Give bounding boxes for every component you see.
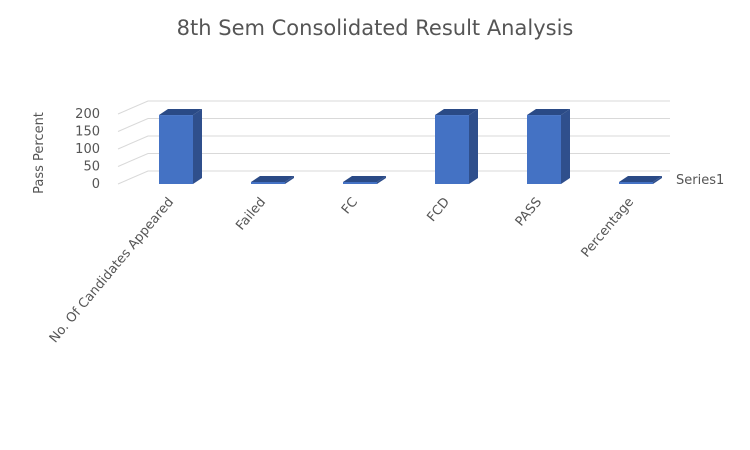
bar [435,109,478,184]
bar-side [469,109,478,184]
gridline [117,170,670,185]
bar-top [251,176,294,182]
y-axis-title: Pass Percent [32,112,47,194]
gridline [117,135,670,150]
bar-side [653,176,662,184]
bar [527,109,570,184]
legend-series-label: Series1 [676,173,724,188]
x-category-label: PASS [513,195,545,229]
bar [619,176,662,184]
y-tick-label: 200 [75,107,100,122]
bar-top [435,109,478,116]
x-category-label: Percentage [579,195,638,261]
bar [159,109,202,184]
bar-side [377,176,386,184]
y-tick-label: 150 [75,125,100,140]
bar-side [193,109,202,184]
bar-front [619,182,653,184]
bar-front [527,115,561,184]
bar-front [159,115,193,184]
bar-top [159,109,202,116]
bars [159,109,662,184]
bar-top [527,109,570,116]
gridline [117,153,670,167]
bar-front [343,182,377,184]
x-category-label: No. Of Candidates Appeared [47,195,177,346]
chart-title: 8th Sem Consolidated Result Analysis [177,16,574,40]
y-tick-label: 0 [92,177,100,192]
bar-front [251,182,285,184]
bar-side [561,109,570,184]
bar-front [435,115,469,184]
y-tick-label: 100 [75,142,100,157]
x-category-label: FCD [424,195,453,225]
bar [343,176,386,184]
y-axis-ticks: 0 50 100 150 200 [75,107,100,192]
gridlines [117,100,670,185]
x-category-label: FC [339,195,361,217]
bar-side [285,176,294,184]
gridline [117,118,670,132]
x-axis-labels: No. Of Candidates Appeared Failed FC FCD PAS… [47,195,637,346]
bar-top [619,176,662,182]
x-category-label: Failed [233,195,269,234]
gridline [117,100,670,115]
y-tick-label: 50 [83,160,100,175]
bar [251,176,294,184]
bar-top [343,176,386,182]
